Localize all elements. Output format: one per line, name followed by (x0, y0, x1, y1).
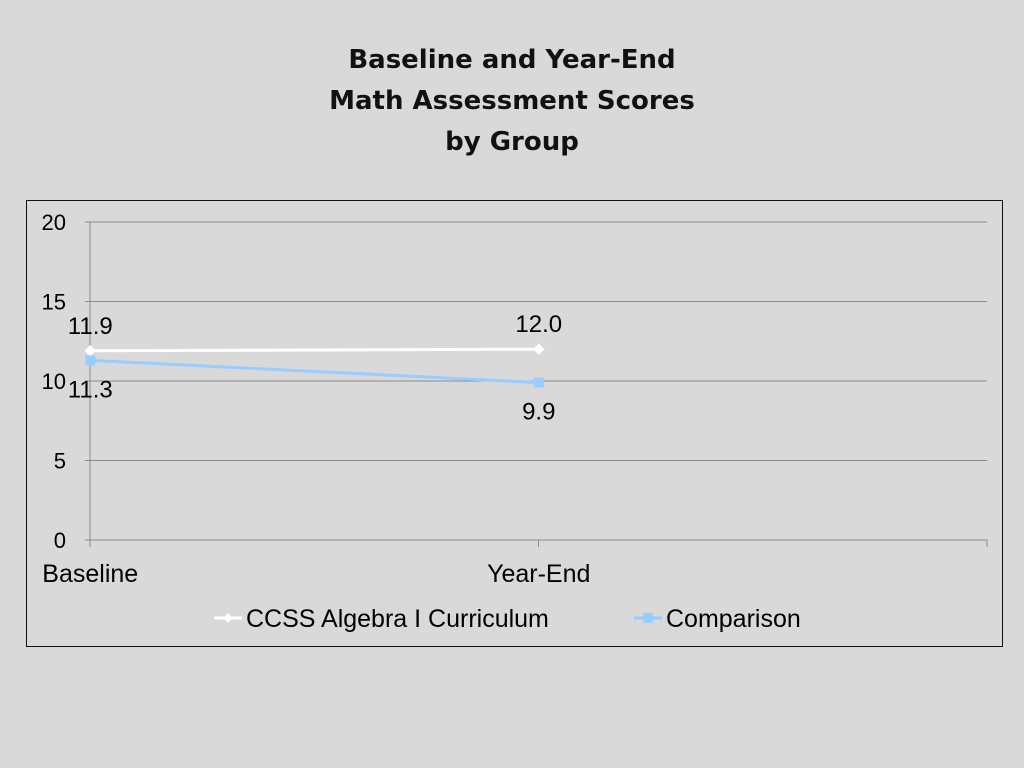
chart-title-line-3: by Group (445, 127, 579, 157)
data-label: 9.9 (522, 399, 555, 426)
y-tick-label: 10 (42, 369, 66, 394)
chart-frame (26, 200, 1003, 647)
chart-title: Baseline and Year-End Math Assessment Sc… (0, 40, 1024, 163)
y-tick-label: 15 (42, 290, 66, 315)
y-tick-label: 0 (54, 528, 66, 553)
chart-title-line-2: Math Assessment Scores (329, 86, 695, 116)
series-line (90, 358, 539, 385)
legend-label: CCSS Algebra I Curriculum (246, 605, 549, 633)
y-tick-label: 20 (42, 210, 66, 235)
legend-marker (223, 613, 233, 623)
legend: CCSS Algebra I Curriculum Comparison (214, 605, 801, 633)
chart-title-line-1: Baseline and Year-End (348, 45, 676, 75)
legend-label: Comparison (666, 605, 801, 633)
data-labels: 11.9 12.0 11.3 9.9 (68, 311, 562, 425)
data-point-marker (533, 343, 545, 355)
series-line (90, 347, 539, 353)
series-group (84, 343, 545, 388)
data-point-marker (533, 377, 544, 388)
legend-marker (643, 613, 653, 623)
x-tick-label: Year-End (487, 560, 590, 588)
axes: 0 5 10 15 20 Baseline Year-End (42, 210, 988, 588)
y-tick-label: 5 (54, 449, 66, 474)
x-tick-label: Baseline (42, 560, 138, 588)
data-label: 12.0 (515, 311, 562, 338)
data-label: 11.9 (68, 313, 113, 340)
data-point-marker (85, 355, 96, 366)
data-label: 11.3 (68, 376, 113, 403)
